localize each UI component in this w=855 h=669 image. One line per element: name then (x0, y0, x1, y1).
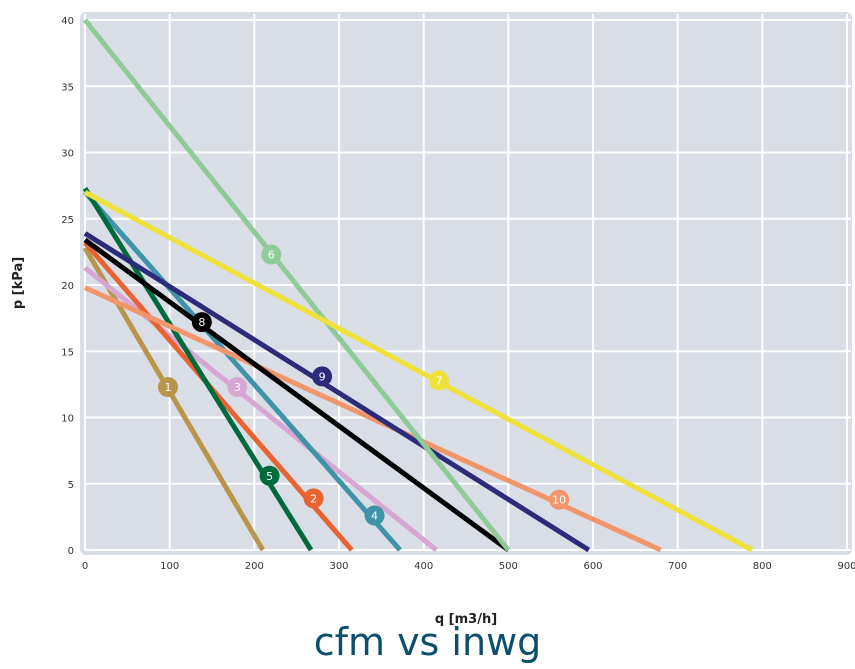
y-tick-label: 10 (61, 414, 74, 425)
x-tick-label: 0 (82, 561, 88, 572)
y-tick-labels: 0 5 10 15 20 25 30 35 40 (61, 16, 74, 557)
y-tick-label: 5 (68, 480, 74, 491)
series-marker-label: 3 (234, 381, 241, 394)
x-tick-label: 500 (499, 561, 518, 572)
series-line-6 (83, 18, 511, 552)
series-marker-label: 4 (371, 510, 378, 523)
y-tick-label: 25 (61, 215, 74, 226)
series-marker-label: 8 (198, 316, 205, 329)
y-tick-label: 0 (68, 546, 74, 557)
x-axis-label: q [m3/h] (435, 612, 497, 627)
x-tick-label: 700 (668, 561, 687, 572)
y-tick-label: 30 (61, 149, 74, 160)
series-marker-8 (191, 312, 212, 333)
series-marker-label: 6 (268, 249, 275, 262)
x-tick-label: 300 (329, 561, 348, 572)
x-tick-label: 800 (753, 561, 772, 572)
series-marker-10 (549, 489, 570, 510)
series-marker-label: 2 (310, 492, 317, 505)
y-tick-label: 40 (61, 16, 74, 27)
series-marker-label: 9 (319, 370, 326, 383)
grid (84, 14, 851, 551)
series-marker-label: 10 (552, 494, 566, 507)
x-tick-label: 400 (414, 561, 433, 572)
y-tick-label: 15 (61, 347, 74, 358)
y-axis-label: p [kPa] (11, 257, 26, 309)
series-marker-4 (364, 505, 385, 526)
series-marker-7 (428, 370, 449, 391)
series-line-5 (82, 186, 314, 552)
series-marker-label: 1 (164, 381, 171, 394)
series-marker-5 (259, 465, 280, 486)
series-markers: 1 2 3 4 5 6 7 8 9 10 (157, 244, 570, 526)
series-marker-9 (312, 366, 333, 387)
series-marker-6 (261, 244, 282, 265)
series-marker-2 (303, 488, 324, 509)
y-tick-label: 20 (61, 281, 74, 292)
series-marker-label: 5 (266, 470, 273, 483)
series-line-8 (83, 237, 510, 553)
series-line-7 (83, 190, 754, 553)
footer-title: cfm vs inwg (313, 620, 542, 664)
x-tick-label: 200 (245, 561, 264, 572)
x-tick-label: 100 (160, 561, 179, 572)
series-line-1 (82, 246, 265, 552)
series-marker-label: 7 (435, 374, 442, 387)
x-tick-labels: 0 100 200 300 400 500 600 700 800 900 (82, 561, 855, 572)
y-tick-label: 35 (61, 82, 74, 93)
series-line-4 (83, 190, 402, 552)
series-marker-3 (227, 377, 248, 398)
series-marker-1 (157, 377, 178, 398)
x-tick-label: 600 (583, 561, 602, 572)
x-tick-label: 900 (837, 561, 855, 572)
series-line-9 (83, 231, 591, 553)
